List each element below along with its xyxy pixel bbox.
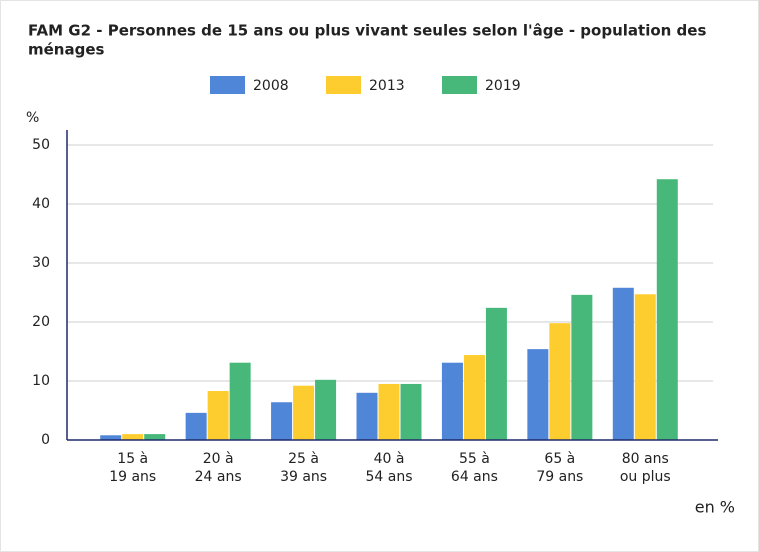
x-tick-label: 54 ans [365,469,412,485]
x-tick-label: 39 ans [280,469,327,485]
bar [100,435,122,440]
bar [634,294,656,440]
bar [378,383,400,440]
legend-label: 2019 [485,78,521,94]
bar [656,179,678,440]
x-tick-label: 24 ans [195,469,242,485]
bar [549,323,571,440]
y-tick-label: 10 [32,373,50,389]
bar [441,362,463,440]
legend-swatch [442,76,477,94]
x-tick-label: 64 ans [451,469,498,485]
legend-swatch [210,76,245,94]
y-tick-label: 0 [41,432,50,448]
bar [356,392,378,440]
x-tick-label: 80 ans [622,451,669,467]
note: en % [695,498,735,517]
bar [293,385,315,440]
bar [229,362,251,440]
y-axis-label: % [26,110,39,126]
x-tick-label: 25 à [288,451,319,467]
legend-label: 2008 [253,78,289,94]
x-tick-label: 19 ans [109,469,156,485]
bar [315,379,337,440]
y-tick-label: 30 [32,255,50,271]
x-tick-label: 20 à [203,451,234,467]
bar [463,355,485,440]
bar [571,294,593,440]
bar [400,383,422,440]
x-tick-label: 40 à [374,451,405,467]
bar [144,434,166,440]
bar [485,307,507,440]
bar [527,349,549,440]
bar [122,434,144,440]
chart-title: ménages [28,41,105,59]
bar [612,287,634,440]
bar [185,412,207,440]
legend-label: 2013 [369,78,405,94]
x-tick-label: ou plus [620,469,671,485]
legend-swatch [326,76,361,94]
bar [271,402,293,440]
x-tick-label: 55 à [459,451,490,467]
y-tick-label: 40 [32,196,50,212]
x-tick-label: 65 à [544,451,575,467]
y-tick-label: 20 [32,314,50,330]
y-tick-label: 50 [32,137,50,153]
chart-title: FAM G2 - Personnes de 15 ans ou plus viv… [28,22,706,40]
x-tick-label: 15 à [117,451,148,467]
x-tick-label: 79 ans [536,469,583,485]
bar [207,391,229,440]
